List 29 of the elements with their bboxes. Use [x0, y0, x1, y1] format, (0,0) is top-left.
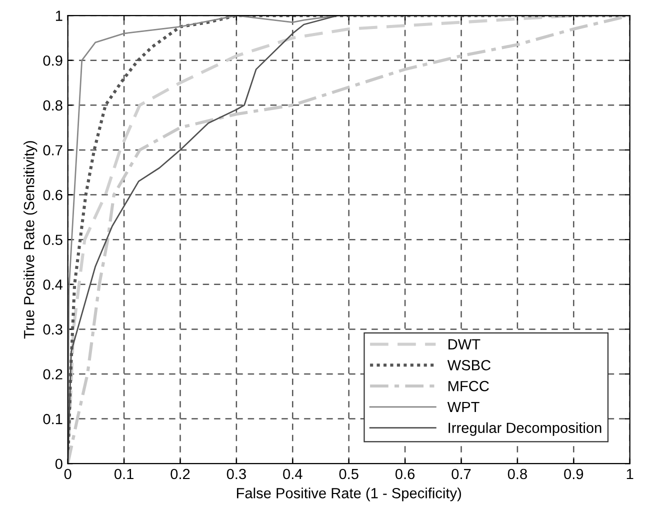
y-tick-label: 0.6	[43, 190, 62, 200]
y-tick-label: 1	[56, 10, 62, 21]
x-tick-label: 0.6	[395, 468, 415, 480]
x-tick-label: 0	[64, 468, 72, 480]
x-tick-label: 0.8	[508, 468, 527, 480]
x-tick-label: 0.3	[226, 468, 246, 480]
x-tick-label: 0.9	[564, 468, 584, 480]
y-tick-label: 0.9	[43, 55, 62, 66]
x-tick-label: 0.5	[339, 468, 358, 480]
y-tick-label: 0.2	[43, 369, 62, 380]
x-tick-label: 1	[626, 469, 634, 480]
x-axis-title: False Positive Rate (1 - Specificity)	[236, 488, 461, 502]
y-tick-label: 0.7	[43, 145, 62, 156]
legend-label: DWT	[448, 339, 480, 350]
x-tick-label: 0.7	[452, 468, 471, 480]
y-tick-label: 0.4	[43, 279, 63, 290]
y-axis-title: True Positive Rate (Sensitivity)	[24, 141, 38, 339]
x-tick-label: 0.1	[114, 468, 134, 480]
y-tick-label: 0.1	[43, 414, 62, 424]
y-tick-label: 0.5	[43, 234, 62, 246]
legend-label: WSBC	[447, 360, 491, 370]
y-tick-label: 0	[55, 458, 62, 470]
legend-label: Irregular Decomposition	[448, 422, 602, 436]
y-tick-label: 0.8	[43, 100, 62, 111]
legend-label: WPT	[447, 402, 480, 412]
y-tick-label: 0.3	[43, 324, 62, 335]
x-tick-label: 0.4	[283, 468, 302, 480]
legend-label: MFCC	[448, 380, 489, 392]
x-tick-label: 0.2	[170, 468, 190, 480]
